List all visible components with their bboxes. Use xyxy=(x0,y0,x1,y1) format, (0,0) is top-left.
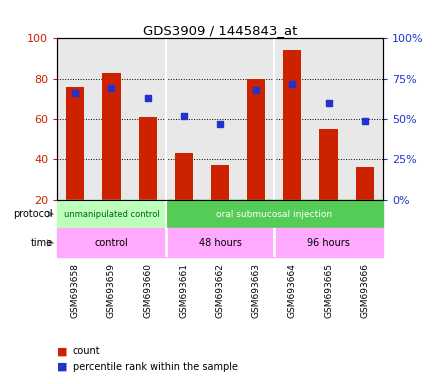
Text: 96 hours: 96 hours xyxy=(307,238,350,248)
Point xyxy=(72,90,79,96)
Text: GSM693666: GSM693666 xyxy=(360,263,369,318)
Text: GSM693661: GSM693661 xyxy=(180,263,188,318)
Text: GSM693663: GSM693663 xyxy=(252,263,260,318)
Bar xyxy=(283,50,301,200)
Bar xyxy=(175,153,193,200)
Bar xyxy=(57,200,166,228)
Text: time: time xyxy=(31,238,53,248)
Point xyxy=(144,95,151,101)
Bar xyxy=(57,228,166,257)
Text: control: control xyxy=(95,238,128,248)
Text: GSM693659: GSM693659 xyxy=(107,263,116,318)
Text: 48 hours: 48 hours xyxy=(198,238,242,248)
Text: oral submucosal injection: oral submucosal injection xyxy=(216,210,332,218)
Point xyxy=(216,121,224,127)
Bar xyxy=(247,79,265,200)
Point xyxy=(180,113,187,119)
Text: ■: ■ xyxy=(57,346,68,356)
Point xyxy=(325,100,332,106)
Bar xyxy=(356,167,374,200)
Text: GSM693664: GSM693664 xyxy=(288,263,297,318)
Bar xyxy=(166,200,383,228)
Text: GSM693665: GSM693665 xyxy=(324,263,333,318)
Bar xyxy=(139,117,157,200)
Title: GDS3909 / 1445843_at: GDS3909 / 1445843_at xyxy=(143,24,297,37)
Text: percentile rank within the sample: percentile rank within the sample xyxy=(73,362,238,372)
Point xyxy=(108,85,115,91)
Text: count: count xyxy=(73,346,100,356)
Bar xyxy=(211,166,229,200)
Point xyxy=(361,118,368,124)
Text: GSM693660: GSM693660 xyxy=(143,263,152,318)
Text: unmanipulated control: unmanipulated control xyxy=(64,210,159,218)
Bar xyxy=(274,228,383,257)
Bar xyxy=(103,73,121,200)
Point xyxy=(289,81,296,87)
Bar xyxy=(66,87,84,200)
Point xyxy=(253,87,260,93)
Text: GSM693658: GSM693658 xyxy=(71,263,80,318)
Bar xyxy=(166,228,274,257)
Text: ■: ■ xyxy=(57,362,68,372)
Text: protocol: protocol xyxy=(13,209,53,219)
Bar xyxy=(319,129,337,200)
Text: GSM693662: GSM693662 xyxy=(216,263,224,318)
